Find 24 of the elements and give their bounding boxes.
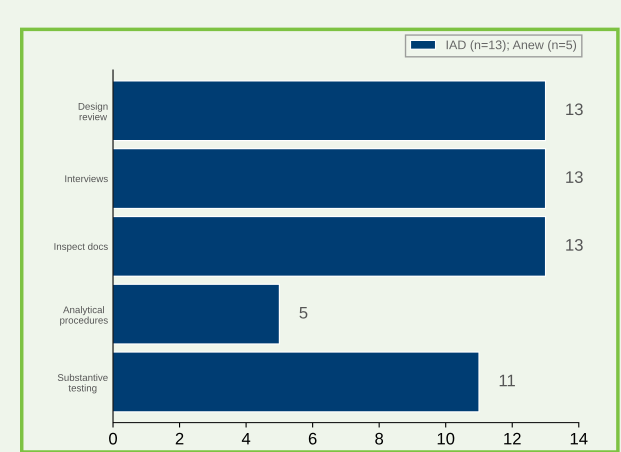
bar xyxy=(113,216,546,277)
legend-label: IAD (n=13); Anew (n=5) xyxy=(446,40,576,52)
data-label: 5 xyxy=(299,306,308,319)
data-label: 13 xyxy=(566,171,583,184)
x-tick-label: 4 xyxy=(242,432,250,444)
y-tick-label: Inspect docs xyxy=(54,242,108,252)
x-tick-label: 14 xyxy=(570,432,588,444)
x-tick-label: 12 xyxy=(504,432,521,444)
y-tick-label: Analytical procedures xyxy=(60,306,108,326)
bar xyxy=(113,284,280,345)
y-tick-label: Design review xyxy=(78,102,108,120)
y-tick-label: Interviews xyxy=(65,175,108,182)
x-tick-label: 6 xyxy=(308,432,317,445)
data-label: 13 xyxy=(566,239,583,251)
x-tick-label: 2 xyxy=(176,432,184,444)
bar xyxy=(113,80,546,142)
y-tick-label: Substantive testing xyxy=(58,374,108,394)
bar xyxy=(113,352,480,412)
data-label: 13 xyxy=(566,103,583,116)
data-label: 11 xyxy=(500,374,515,386)
x-tick-label: 0 xyxy=(109,432,118,445)
bar xyxy=(113,148,546,209)
x-tick-label: 10 xyxy=(438,432,454,445)
x-tick-label: 8 xyxy=(375,432,384,445)
